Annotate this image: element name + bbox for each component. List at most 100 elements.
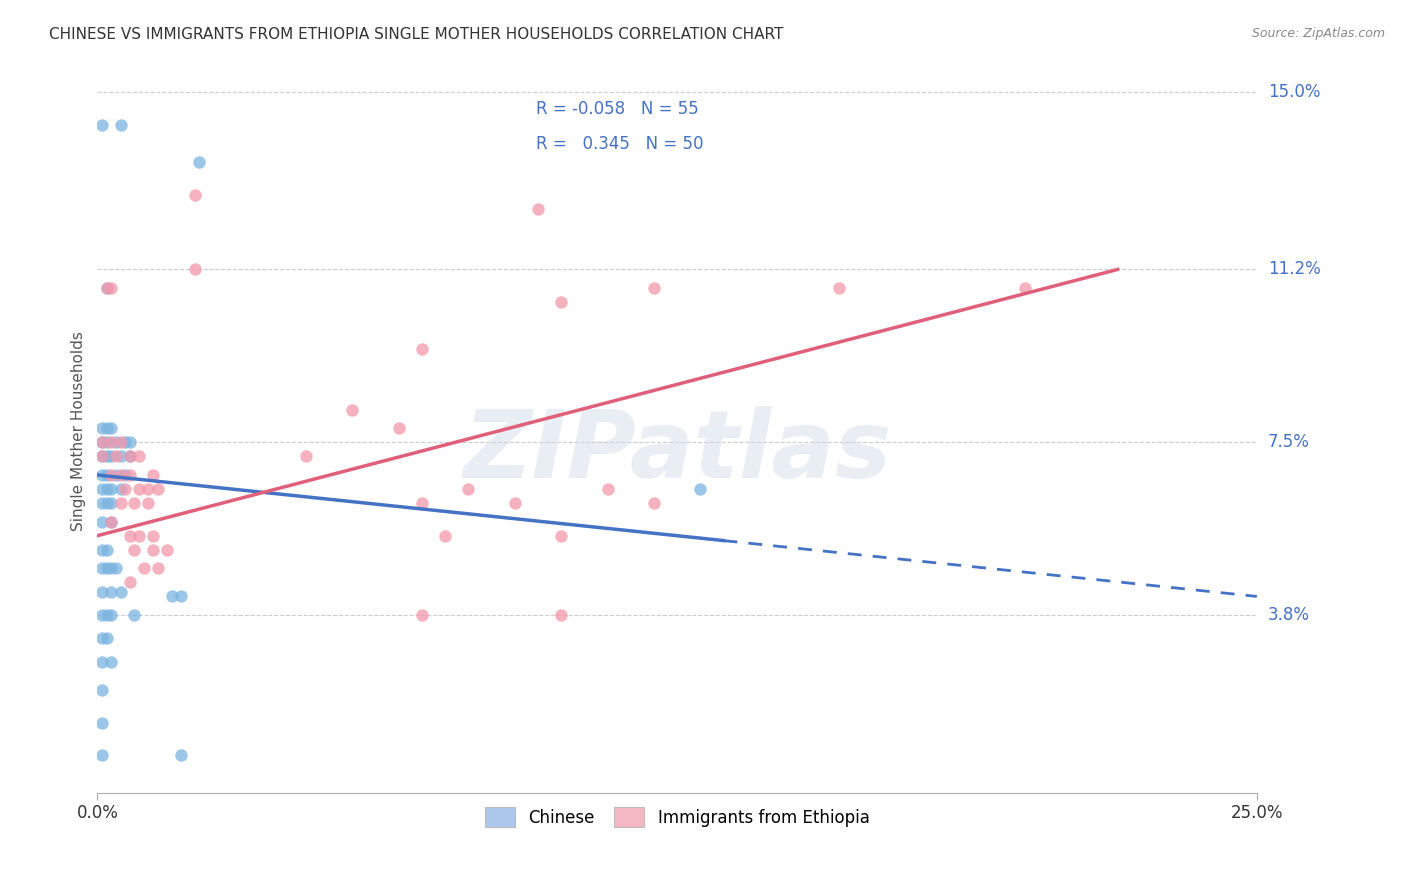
Text: R =   0.345   N = 50: R = 0.345 N = 50 <box>536 136 703 153</box>
Point <box>128 450 150 464</box>
Point <box>550 608 572 623</box>
Point <box>91 561 114 575</box>
Point <box>110 450 132 464</box>
Point <box>128 482 150 496</box>
Point <box>411 342 433 356</box>
Point <box>96 450 118 464</box>
Point <box>91 682 114 697</box>
Point <box>142 467 165 482</box>
Point <box>100 655 122 669</box>
Point <box>114 482 136 496</box>
Point <box>138 496 160 510</box>
Point <box>118 575 141 590</box>
Point <box>643 281 665 295</box>
Point <box>118 435 141 450</box>
Point <box>146 482 169 496</box>
Point <box>91 515 114 529</box>
Point <box>100 467 122 482</box>
Point <box>100 281 122 295</box>
Point <box>91 608 114 623</box>
Point <box>91 421 114 435</box>
Point <box>100 482 122 496</box>
Point <box>91 450 114 464</box>
Point <box>110 118 132 132</box>
Point <box>434 529 457 543</box>
Point <box>91 435 114 450</box>
Point <box>457 482 479 496</box>
Point <box>142 529 165 543</box>
Point <box>91 715 114 730</box>
Text: Source: ZipAtlas.com: Source: ZipAtlas.com <box>1251 27 1385 40</box>
Point <box>527 202 550 216</box>
Point <box>104 450 127 464</box>
Point <box>188 155 211 169</box>
Point <box>110 435 132 450</box>
Point <box>689 482 711 496</box>
Point <box>91 655 114 669</box>
Point <box>156 542 179 557</box>
Point <box>91 450 114 464</box>
Point <box>96 421 118 435</box>
Point <box>91 542 114 557</box>
Point <box>91 496 114 510</box>
Point <box>1014 281 1036 295</box>
Point <box>295 450 318 464</box>
Point <box>128 529 150 543</box>
Point <box>100 435 122 450</box>
Point <box>184 187 207 202</box>
Point <box>91 584 114 599</box>
Point <box>91 118 114 132</box>
Point <box>124 608 146 623</box>
Text: 7.5%: 7.5% <box>1268 434 1310 451</box>
Point <box>96 542 118 557</box>
Text: ZIPatlas: ZIPatlas <box>463 407 891 499</box>
Point <box>104 435 127 450</box>
Point <box>91 632 114 646</box>
Point <box>104 467 127 482</box>
Text: 3.8%: 3.8% <box>1268 607 1310 624</box>
Text: 11.2%: 11.2% <box>1268 260 1320 278</box>
Point <box>114 435 136 450</box>
Point <box>828 281 851 295</box>
Legend: Chinese, Immigrants from Ethiopia: Chinese, Immigrants from Ethiopia <box>477 799 877 835</box>
Point <box>118 529 141 543</box>
Point <box>96 608 118 623</box>
Point <box>110 482 132 496</box>
Point <box>118 450 141 464</box>
Point <box>100 515 122 529</box>
Point <box>110 496 132 510</box>
Point <box>550 295 572 310</box>
Point <box>411 496 433 510</box>
Point <box>96 561 118 575</box>
Point <box>100 450 122 464</box>
Text: R = -0.058   N = 55: R = -0.058 N = 55 <box>536 100 699 118</box>
Point <box>91 435 114 450</box>
Point <box>132 561 155 575</box>
Text: CHINESE VS IMMIGRANTS FROM ETHIOPIA SINGLE MOTHER HOUSEHOLDS CORRELATION CHART: CHINESE VS IMMIGRANTS FROM ETHIOPIA SING… <box>49 27 783 42</box>
Y-axis label: Single Mother Households: Single Mother Households <box>72 331 86 531</box>
Point <box>96 482 118 496</box>
Point <box>184 262 207 277</box>
Point <box>160 590 183 604</box>
Point <box>170 748 193 763</box>
Point <box>96 496 118 510</box>
Point <box>96 467 118 482</box>
Point <box>146 561 169 575</box>
Point <box>124 542 146 557</box>
Point <box>110 584 132 599</box>
Point <box>118 467 141 482</box>
Point <box>643 496 665 510</box>
Point <box>96 632 118 646</box>
Point <box>118 450 141 464</box>
Text: 15.0%: 15.0% <box>1268 83 1320 101</box>
Point <box>124 496 146 510</box>
Point <box>550 529 572 543</box>
Point <box>100 421 122 435</box>
Point <box>96 435 118 450</box>
Point <box>138 482 160 496</box>
Point <box>596 482 619 496</box>
Point <box>100 584 122 599</box>
Point <box>91 482 114 496</box>
Point <box>142 542 165 557</box>
Point <box>96 281 118 295</box>
